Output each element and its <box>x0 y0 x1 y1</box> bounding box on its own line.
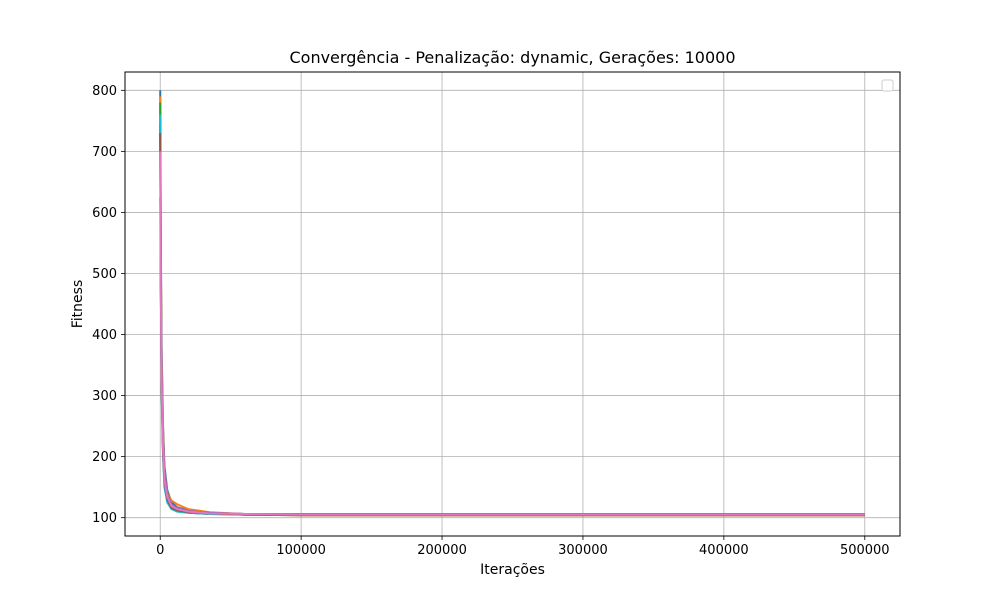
x-tick-label: 200000 <box>417 543 467 558</box>
y-tick-label: 600 <box>92 206 117 221</box>
series-group <box>159 90 865 517</box>
y-tick-label: 300 <box>92 389 117 404</box>
y-tick-label: 200 <box>92 450 117 465</box>
y-tick-label: 100 <box>92 511 117 526</box>
legend <box>881 79 894 92</box>
grid <box>125 72 900 536</box>
y-axis-title: Fitness <box>70 280 86 329</box>
plot-frame <box>124 71 901 537</box>
y-tick-label: 800 <box>92 84 117 99</box>
x-tick-label: 0 <box>156 543 164 558</box>
x-tick-label: 300000 <box>558 543 608 558</box>
chart-title: Convergência - Penalização: dynamic, Ger… <box>289 48 735 67</box>
x-tick-label: 100000 <box>276 543 326 558</box>
x-axis-title: Iterações <box>480 562 545 578</box>
ticks: 0 100000 200000 300000 400000 500000 100 200 300… <box>92 84 889 558</box>
y-tick-label: 400 <box>92 328 117 343</box>
x-tick-label: 400000 <box>699 543 749 558</box>
y-tick-label: 700 <box>92 145 117 160</box>
x-tick-label: 500000 <box>840 543 890 558</box>
plot-area <box>125 72 900 536</box>
series-line-8 <box>159 151 865 516</box>
legend-box <box>881 79 894 92</box>
y-tick-label: 500 <box>92 267 117 282</box>
